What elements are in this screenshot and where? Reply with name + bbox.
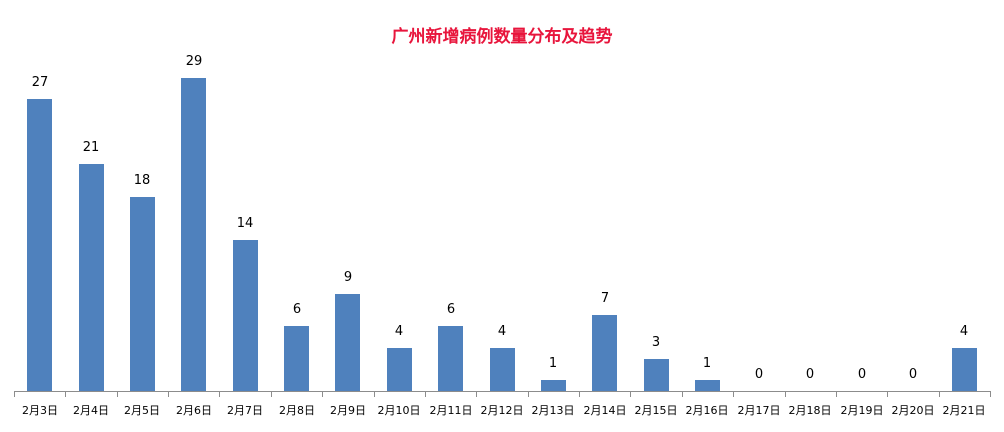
data-label: 18 <box>133 173 151 188</box>
x-axis-label: 2月15日 <box>634 404 678 417</box>
data-label: 27 <box>31 75 49 90</box>
x-axis-tick <box>528 391 529 397</box>
bar <box>181 78 206 391</box>
x-axis-tick <box>630 391 631 397</box>
data-label: 1 <box>548 356 558 371</box>
x-axis-tick <box>836 391 837 397</box>
x-axis-label: 2月10日 <box>377 404 421 417</box>
bar <box>438 326 463 391</box>
data-label: 0 <box>908 367 918 382</box>
bar <box>335 294 360 391</box>
bar <box>644 359 669 391</box>
x-axis-label: 2月13日 <box>531 404 575 417</box>
data-label: 4 <box>394 324 404 339</box>
bar <box>490 348 515 391</box>
x-axis-tick <box>476 391 477 397</box>
data-label: 9 <box>343 270 353 285</box>
bar <box>952 348 977 391</box>
x-axis-tick <box>14 391 15 397</box>
bar <box>592 315 617 391</box>
x-axis-tick <box>682 391 683 397</box>
x-axis-tick <box>785 391 786 397</box>
data-label: 3 <box>651 335 661 350</box>
chart-title: 广州新增病例数量分布及趋势 <box>391 27 613 47</box>
bar <box>79 164 104 391</box>
x-axis-tick <box>425 391 426 397</box>
x-axis-label: 2月20日 <box>891 404 935 417</box>
x-axis-tick <box>374 391 375 397</box>
x-axis-tick <box>579 391 580 397</box>
x-axis-label: 2月12日 <box>480 404 524 417</box>
data-label: 7 <box>600 291 610 306</box>
x-axis-tick <box>65 391 66 397</box>
x-axis-tick <box>117 391 118 397</box>
bar <box>541 380 566 391</box>
x-axis-tick <box>168 391 169 397</box>
plot-area: 27 2月3日 21 2月4日 18 2月5日 29 2月6日 14 2月7日 6 2月8日 9 2月9日… <box>14 0 991 432</box>
data-label: 0 <box>805 367 815 382</box>
x-axis-tick <box>219 391 220 397</box>
x-axis-label: 2月5日 <box>124 404 160 417</box>
x-axis-label: 2月3日 <box>22 404 58 417</box>
data-label: 0 <box>754 367 764 382</box>
data-label: 6 <box>446 302 456 317</box>
x-axis-tick <box>887 391 888 397</box>
x-axis-label: 2月21日 <box>942 404 986 417</box>
x-axis-tick <box>271 391 272 397</box>
x-axis-tick <box>733 391 734 397</box>
data-label: 4 <box>497 324 507 339</box>
x-axis-label: 2月6日 <box>176 404 212 417</box>
x-axis-tick <box>990 391 991 397</box>
data-label: 0 <box>857 367 867 382</box>
x-axis-label: 2月18日 <box>788 404 832 417</box>
bar <box>387 348 412 391</box>
data-label: 21 <box>82 140 100 155</box>
bar <box>695 380 720 391</box>
bar <box>130 197 155 391</box>
data-label: 14 <box>236 216 254 231</box>
x-axis-line <box>14 391 990 392</box>
x-axis-label: 2月17日 <box>737 404 781 417</box>
data-label: 4 <box>959 324 969 339</box>
x-axis-label: 2月9日 <box>330 404 366 417</box>
bar <box>284 326 309 391</box>
x-axis-label: 2月19日 <box>840 404 884 417</box>
x-axis-label: 2月8日 <box>279 404 315 417</box>
x-axis-label: 2月14日 <box>583 404 627 417</box>
x-axis-label: 2月11日 <box>429 404 473 417</box>
x-axis-tick <box>322 391 323 397</box>
bar <box>27 99 52 391</box>
x-axis-label: 2月16日 <box>685 404 729 417</box>
data-label: 29 <box>185 54 203 69</box>
x-axis-label: 2月7日 <box>227 404 263 417</box>
data-label: 1 <box>702 356 712 371</box>
x-axis-label: 2月4日 <box>73 404 109 417</box>
data-label: 6 <box>292 302 302 317</box>
bar <box>233 240 258 391</box>
x-axis-tick <box>939 391 940 397</box>
